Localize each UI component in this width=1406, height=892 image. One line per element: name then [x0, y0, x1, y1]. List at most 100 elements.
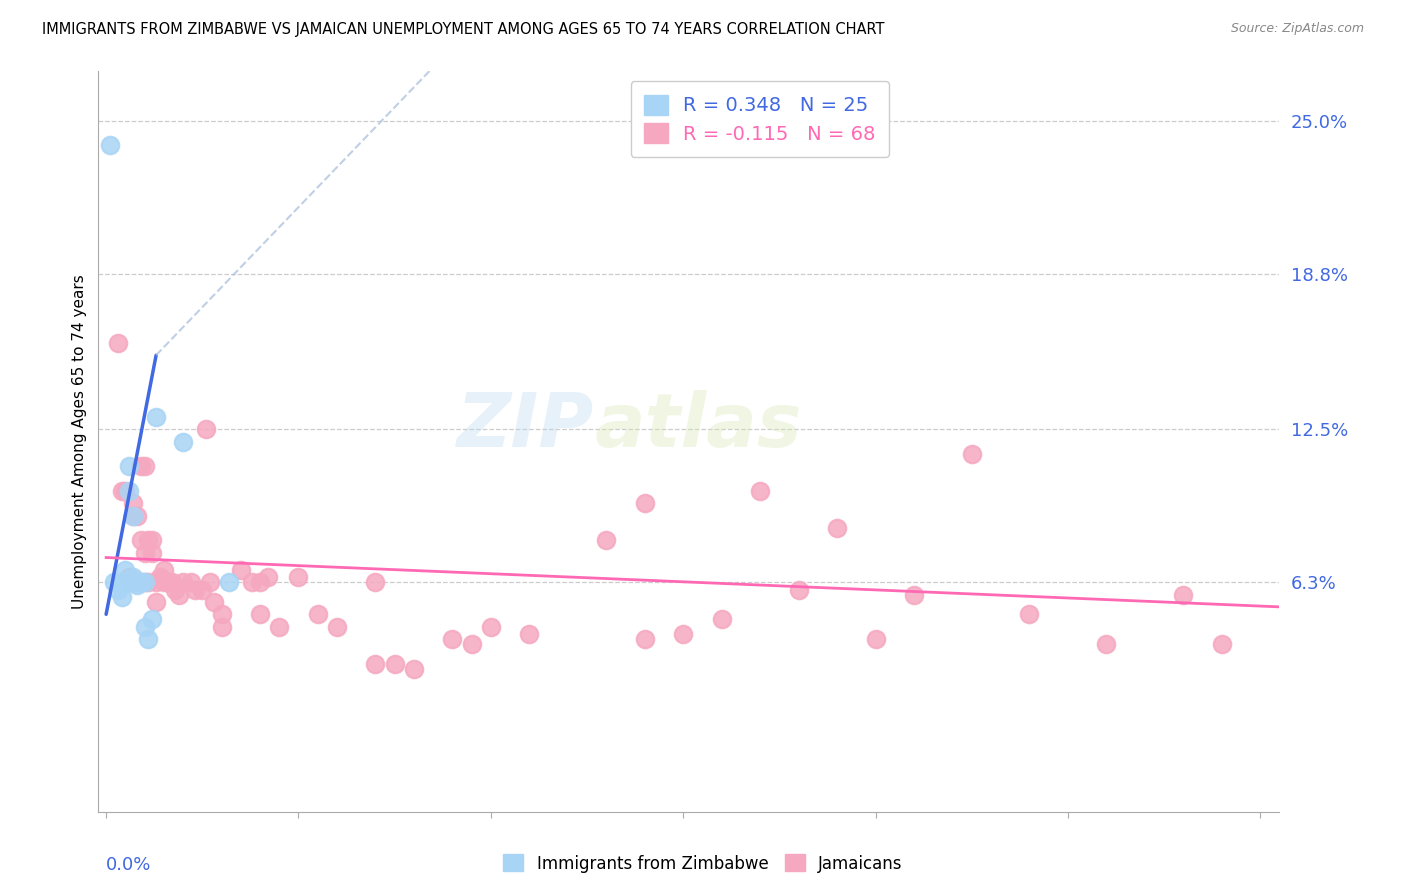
- Text: ZIP: ZIP: [457, 390, 595, 463]
- Point: [141, 612, 163, 626]
- Point: [825, 521, 848, 535]
- Point: [103, 575, 125, 590]
- Point: [218, 575, 240, 590]
- Legend: R = 0.348   N = 25, R = -0.115   N = 68: R = 0.348 N = 25, R = -0.115 N = 68: [630, 81, 889, 157]
- Point: [114, 483, 136, 498]
- Point: [211, 620, 233, 634]
- Point: [122, 508, 145, 523]
- Point: [118, 575, 141, 590]
- Text: atlas: atlas: [595, 390, 801, 463]
- Point: [141, 546, 163, 560]
- Point: [787, 582, 810, 597]
- Point: [634, 496, 657, 510]
- Point: [129, 575, 152, 590]
- Point: [129, 459, 152, 474]
- Point: [107, 335, 129, 350]
- Point: [172, 575, 194, 590]
- Point: [240, 575, 263, 590]
- Point: [249, 607, 271, 622]
- Point: [107, 582, 129, 597]
- Point: [256, 570, 278, 584]
- Point: [269, 620, 291, 634]
- Point: [903, 588, 925, 602]
- Point: [191, 582, 214, 597]
- Point: [122, 496, 145, 510]
- Point: [249, 575, 271, 590]
- Point: [122, 570, 145, 584]
- Point: [202, 595, 225, 609]
- Point: [149, 570, 172, 584]
- Point: [517, 627, 540, 641]
- Point: [138, 533, 160, 548]
- Point: [180, 575, 202, 590]
- Point: [145, 595, 167, 609]
- Point: [441, 632, 464, 646]
- Point: [183, 582, 205, 597]
- Point: [326, 620, 349, 634]
- Point: [749, 483, 772, 498]
- Point: [125, 577, 148, 591]
- Point: [110, 483, 132, 498]
- Point: [307, 607, 329, 622]
- Point: [167, 588, 190, 602]
- Point: [134, 575, 156, 590]
- Point: [460, 637, 482, 651]
- Y-axis label: Unemployment Among Ages 65 to 74 years: Unemployment Among Ages 65 to 74 years: [72, 274, 87, 609]
- Point: [110, 575, 132, 590]
- Legend: Immigrants from Zimbabwe, Jamaicans: Immigrants from Zimbabwe, Jamaicans: [496, 847, 910, 880]
- Point: [129, 575, 152, 590]
- Point: [98, 138, 121, 153]
- Point: [364, 657, 387, 671]
- Point: [122, 575, 145, 590]
- Point: [865, 632, 887, 646]
- Point: [165, 582, 187, 597]
- Point: [110, 590, 132, 604]
- Point: [229, 563, 252, 577]
- Point: [122, 575, 145, 590]
- Text: 0.0%: 0.0%: [105, 856, 152, 874]
- Point: [198, 575, 221, 590]
- Point: [122, 508, 145, 523]
- Point: [134, 620, 156, 634]
- Point: [672, 627, 695, 641]
- Point: [1173, 588, 1195, 602]
- Point: [125, 508, 148, 523]
- Point: [195, 422, 218, 436]
- Text: IMMIGRANTS FROM ZIMBABWE VS JAMAICAN UNEMPLOYMENT AMONG AGES 65 TO 74 YEARS CORR: IMMIGRANTS FROM ZIMBABWE VS JAMAICAN UNE…: [42, 22, 884, 37]
- Point: [384, 657, 406, 671]
- Point: [125, 575, 148, 590]
- Point: [960, 447, 983, 461]
- Point: [160, 575, 183, 590]
- Point: [364, 575, 387, 590]
- Point: [118, 459, 141, 474]
- Point: [153, 575, 176, 590]
- Point: [1095, 637, 1118, 651]
- Point: [129, 533, 152, 548]
- Point: [114, 575, 136, 590]
- Point: [1018, 607, 1040, 622]
- Point: [134, 546, 156, 560]
- Point: [138, 575, 160, 590]
- Point: [153, 563, 176, 577]
- Point: [118, 483, 141, 498]
- Point: [145, 409, 167, 424]
- Point: [134, 575, 156, 590]
- Point: [156, 575, 179, 590]
- Point: [145, 575, 167, 590]
- Point: [211, 607, 233, 622]
- Point: [114, 575, 136, 590]
- Point: [138, 632, 160, 646]
- Point: [141, 533, 163, 548]
- Point: [1211, 637, 1233, 651]
- Point: [479, 620, 502, 634]
- Point: [287, 570, 309, 584]
- Point: [125, 575, 148, 590]
- Point: [710, 612, 733, 626]
- Point: [118, 570, 141, 584]
- Point: [402, 662, 425, 676]
- Point: [134, 459, 156, 474]
- Text: Source: ZipAtlas.com: Source: ZipAtlas.com: [1230, 22, 1364, 36]
- Point: [595, 533, 617, 548]
- Point: [114, 563, 136, 577]
- Point: [172, 434, 194, 449]
